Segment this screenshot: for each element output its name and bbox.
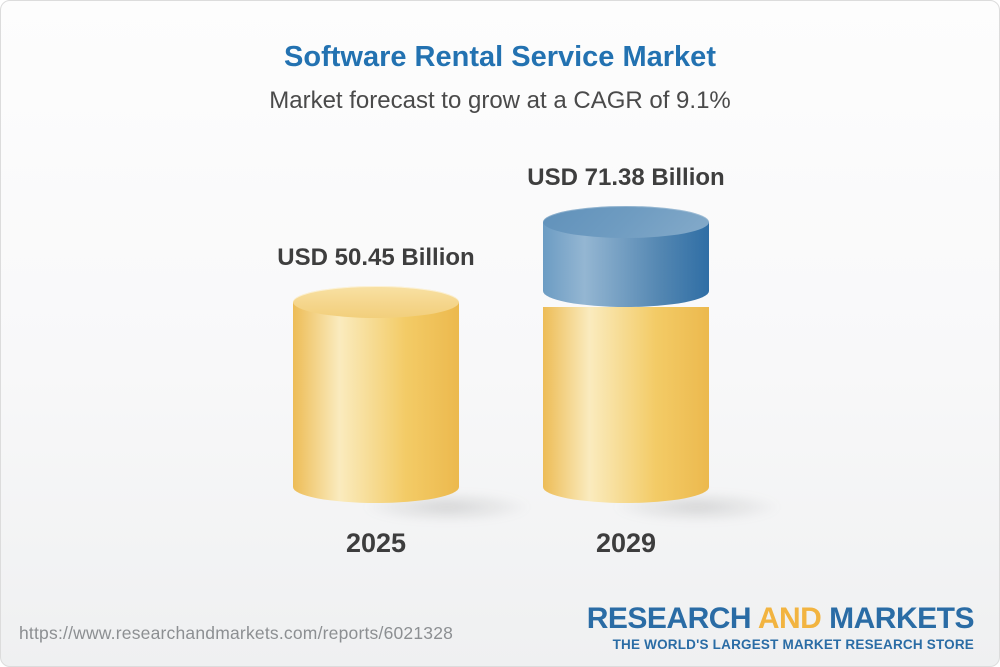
bar-cylinder-2029-base-segment — [543, 307, 709, 503]
research-and-markets-logo: RESEARCH AND MARKETS THE WORLD'S LARGEST… — [586, 602, 975, 652]
bar-cylinder-2025 — [293, 302, 459, 503]
bar-group-2029: USD 71.38 Billion 2029 — [527, 1, 817, 666]
logo-wordmark: RESEARCH AND MARKETS — [586, 602, 975, 636]
bar-value-label-2025: USD 50.45 Billion — [277, 244, 475, 271]
bar-group-2025: USD 50.45 Billion 2025 — [277, 1, 567, 666]
page-title: Software Rental Service Market — [284, 41, 716, 73]
page-subtitle: Market forecast to grow at a CAGR of 9.1… — [269, 87, 731, 114]
logo-word-research: RESEARCH — [586, 602, 752, 635]
bar-cylinder-top-2025 — [293, 286, 459, 318]
logo-word-markets: MARKETS — [829, 602, 974, 635]
x-axis-label-2025: 2025 — [345, 528, 407, 558]
logo-tagline: THE WORLD'S LARGEST MARKET RESEARCH STOR… — [612, 637, 974, 652]
bar-cylinder-top-2029 — [543, 206, 709, 238]
report-url[interactable]: https://www.researchandmarkets.com/repor… — [19, 623, 454, 643]
x-axis-label-2029: 2029 — [595, 528, 657, 558]
bar-value-label-2029: USD 71.38 Billion — [527, 164, 725, 191]
logo-word-and: AND — [757, 602, 822, 635]
